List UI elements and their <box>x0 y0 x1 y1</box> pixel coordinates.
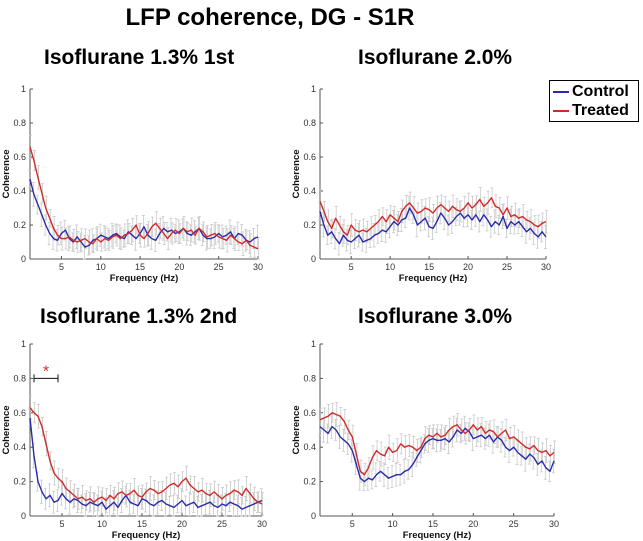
y-tick-label: 0.8 <box>303 373 316 383</box>
series-line-treated <box>319 197 547 236</box>
y-tick-label: 0.8 <box>13 373 26 383</box>
x-axis-label: Frequency (Hz) <box>112 530 181 541</box>
significance-marker: * <box>43 363 49 380</box>
x-tick-label: 30 <box>549 519 559 529</box>
x-tick-label: 30 <box>253 262 263 272</box>
y-axis-label: Coherence <box>291 405 302 454</box>
y-tick-label: 0 <box>21 254 26 264</box>
y-axis-label: Coherence <box>1 149 12 198</box>
x-axis-label: Frequency (Hz) <box>110 273 179 284</box>
panel-title-iso-1-3-1st: Isoflurane 1.3% 1st <box>44 46 235 69</box>
legend-item-control: Control <box>550 82 638 101</box>
x-tick-label: 5 <box>59 262 64 272</box>
y-tick-label: 0 <box>21 511 26 521</box>
x-axis-label: Frequency (Hz) <box>399 273 468 284</box>
x-tick-label: 15 <box>424 262 434 272</box>
x-tick-label: 10 <box>388 519 398 529</box>
series-line-control <box>319 207 547 245</box>
legend-swatch-treated <box>553 110 569 112</box>
x-tick-label: 15 <box>137 519 147 529</box>
x-tick-label: 5 <box>350 519 355 529</box>
y-axis-label: Coherence <box>291 149 302 198</box>
y-tick-label: 0.2 <box>13 477 26 487</box>
panel-title-iso-2-0: Isoflurane 2.0% <box>358 46 513 69</box>
series-line-treated <box>29 407 263 505</box>
series-line-control <box>319 425 555 483</box>
y-tick-label: 0.6 <box>13 408 26 418</box>
panel-title-iso-3-0: Isoflurane 3.0% <box>358 305 513 328</box>
panel-title-iso-1-3-2nd: Isoflurane 1.3% 2nd <box>40 305 238 328</box>
series-line-treated <box>29 146 259 250</box>
legend-item-treated: Treated <box>550 101 638 120</box>
y-tick-label: 0.2 <box>303 477 316 487</box>
y-tick-label: 0.8 <box>13 118 26 128</box>
y-tick-label: 0.6 <box>303 152 316 162</box>
figure-title: LFP coherence, DG - S1R <box>125 4 415 31</box>
y-tick-label: 0.2 <box>13 220 26 230</box>
x-tick-label: 30 <box>257 519 267 529</box>
x-tick-label: 10 <box>97 519 107 529</box>
y-tick-label: 1 <box>21 339 26 349</box>
y-tick-label: 0.2 <box>303 220 316 230</box>
y-tick-label: 0.4 <box>13 442 26 452</box>
x-tick-label: 20 <box>174 262 184 272</box>
x-tick-label: 5 <box>349 262 354 272</box>
x-tick-label: 25 <box>509 519 519 529</box>
y-tick-label: 0.4 <box>13 186 26 196</box>
x-tick-label: 15 <box>428 519 438 529</box>
legend: Control Treated <box>549 80 639 122</box>
y-tick-label: 0.4 <box>303 442 316 452</box>
x-tick-label: 15 <box>135 262 145 272</box>
y-axis-label: Coherence <box>1 405 12 454</box>
legend-label-treated: Treated <box>572 102 629 119</box>
y-tick-label: 1 <box>311 339 316 349</box>
y-tick-label: 1 <box>311 84 316 94</box>
x-tick-label: 20 <box>177 519 187 529</box>
y-tick-label: 0.4 <box>303 186 316 196</box>
series-line-control <box>29 417 263 510</box>
x-tick-label: 25 <box>217 519 227 529</box>
x-tick-label: 25 <box>502 262 512 272</box>
legend-swatch-control <box>553 91 569 93</box>
x-tick-label: 5 <box>59 519 64 529</box>
legend-label-control: Control <box>572 83 629 100</box>
series-line-treated <box>319 412 555 476</box>
x-tick-label: 25 <box>214 262 224 272</box>
series-line-control <box>29 178 259 248</box>
y-tick-label: 0 <box>311 511 316 521</box>
x-tick-label: 20 <box>468 519 478 529</box>
y-tick-label: 0 <box>311 254 316 264</box>
y-tick-label: 0.6 <box>13 152 26 162</box>
y-tick-label: 1 <box>21 84 26 94</box>
x-tick-label: 30 <box>541 262 551 272</box>
x-tick-label: 10 <box>385 262 395 272</box>
x-tick-label: 10 <box>96 262 106 272</box>
y-tick-label: 0.8 <box>303 118 316 128</box>
x-axis-label: Frequency (Hz) <box>403 530 472 541</box>
y-tick-label: 0.6 <box>303 408 316 418</box>
x-tick-label: 20 <box>463 262 473 272</box>
